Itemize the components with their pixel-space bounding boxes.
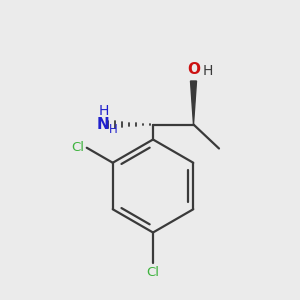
Text: O: O bbox=[187, 62, 200, 77]
Text: N: N bbox=[97, 117, 110, 132]
Text: Cl: Cl bbox=[71, 141, 84, 154]
Text: Cl: Cl bbox=[146, 266, 160, 279]
Text: H: H bbox=[203, 64, 213, 77]
Polygon shape bbox=[190, 81, 196, 124]
Text: H: H bbox=[98, 104, 109, 118]
Text: H: H bbox=[109, 123, 118, 136]
